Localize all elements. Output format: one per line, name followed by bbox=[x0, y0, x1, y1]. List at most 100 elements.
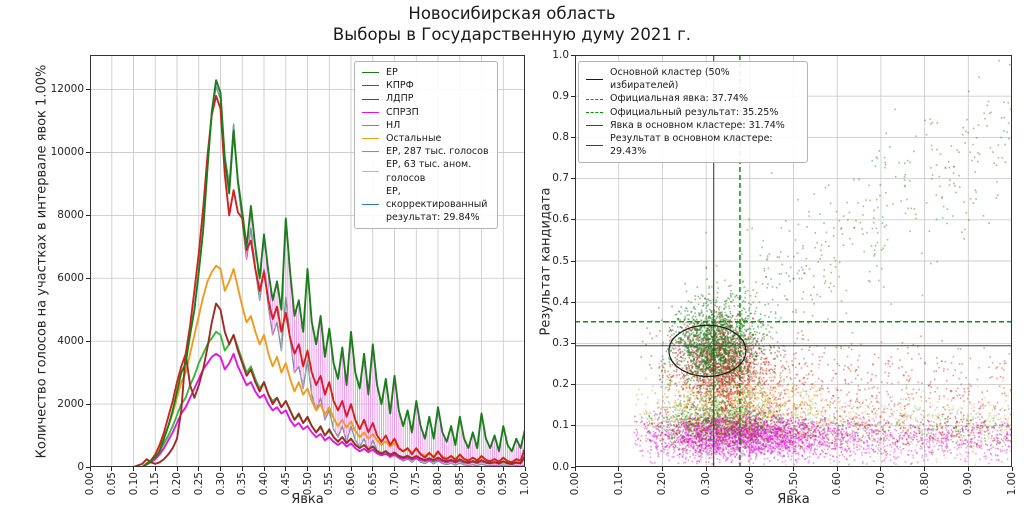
x-tick-label: 0.80 bbox=[432, 472, 444, 496]
legend-line-swatch bbox=[362, 138, 379, 140]
y-tick-label: 0.8 bbox=[552, 130, 569, 143]
y-tick-mark bbox=[86, 466, 90, 468]
x-tick-label: 0.60 bbox=[831, 472, 844, 496]
x-tick-label: 1.00 bbox=[1006, 472, 1018, 496]
legend-label: Явка в основном кластере: 31.74% bbox=[610, 119, 785, 131]
legend-label: НЛ bbox=[386, 119, 401, 131]
x-tick-mark bbox=[793, 467, 794, 471]
legend-label: ЕР, скорректированный результат: 29.84% bbox=[386, 185, 488, 224]
x-tick-mark bbox=[350, 467, 352, 471]
x-tick-label: 0.75 bbox=[410, 472, 423, 496]
y-tick-mark bbox=[571, 260, 575, 262]
legend-item: СПРЗП bbox=[362, 106, 490, 119]
x-tick-mark bbox=[328, 467, 330, 471]
y-tick-label: 0 bbox=[77, 460, 84, 473]
legend-label: ЕР, 287 тыс. голосов bbox=[386, 146, 489, 158]
legend-label: КПРФ bbox=[386, 80, 414, 92]
x-tick-mark bbox=[705, 467, 707, 471]
y-tick-label: 10000 bbox=[50, 145, 84, 158]
y-tick-mark bbox=[571, 301, 575, 303]
x-tick-label: 0.65 bbox=[366, 472, 379, 496]
legend-label: Остальные bbox=[386, 133, 442, 145]
y-tick-label: 0.1 bbox=[552, 419, 569, 432]
x-tick-mark bbox=[481, 467, 482, 471]
x-tick-mark bbox=[415, 467, 417, 471]
legend-label: СПРЗП bbox=[386, 106, 419, 118]
x-tick-label: 0.70 bbox=[388, 472, 401, 496]
legend-label: ЕР, 63 тыс. аном. голосов bbox=[386, 159, 472, 184]
x-tick-label: 0.00 bbox=[569, 472, 581, 496]
x-tick-mark bbox=[524, 467, 526, 471]
x-tick-mark bbox=[459, 467, 461, 471]
y-tick-mark bbox=[571, 54, 575, 56]
legend-item: Основной кластер (50% избирателей) bbox=[586, 66, 800, 92]
x-tick-label: 0.50 bbox=[301, 472, 314, 496]
x-tick-mark bbox=[836, 467, 838, 471]
x-tick-mark bbox=[89, 467, 91, 471]
legend-item: ЕР, 287 тыс. голосов bbox=[362, 145, 490, 158]
y-tick-mark bbox=[86, 277, 90, 279]
x-tick-label: 0.85 bbox=[453, 472, 466, 496]
legend-item: ЕР, скорректированный результат: 29.84% bbox=[362, 185, 490, 225]
right-x-axis-label: Явка bbox=[777, 492, 810, 507]
x-tick-mark bbox=[924, 467, 926, 471]
y-tick-label: 0.6 bbox=[552, 213, 569, 226]
legend-line-swatch bbox=[586, 144, 603, 146]
left-chart: ЕР КПРФ ЛДПР СПРЗП НЛ Остальные ЕР, 287 тыс. г… bbox=[90, 55, 525, 467]
legend-label: Основной кластер (50% избирателей) bbox=[610, 67, 730, 92]
x-tick-label: 0.25 bbox=[192, 472, 205, 496]
x-tick-mark bbox=[176, 467, 178, 471]
y-tick-mark bbox=[86, 214, 90, 216]
x-tick-label: 0.10 bbox=[612, 472, 625, 496]
x-tick-mark bbox=[241, 467, 243, 471]
x-tick-mark bbox=[880, 467, 882, 471]
legend-line-swatch bbox=[362, 171, 379, 173]
legend-item: НЛ bbox=[362, 119, 490, 132]
left-x-axis-label: Явка bbox=[291, 492, 324, 507]
legend-line-swatch bbox=[362, 124, 379, 126]
y-tick-label: 0.9 bbox=[552, 89, 569, 102]
legend-item: Официальный результат: 35.25% bbox=[586, 106, 800, 119]
y-tick-mark bbox=[86, 89, 90, 91]
y-tick-label: 12000 bbox=[50, 83, 84, 96]
x-tick-label: 0.90 bbox=[475, 472, 488, 496]
x-tick-label: 0.30 bbox=[700, 472, 713, 496]
x-tick-label: 0.55 bbox=[323, 472, 336, 496]
figure-title-line2: Выборы в Государственную думу 2021 г. bbox=[332, 25, 692, 44]
x-tick-mark bbox=[307, 467, 308, 471]
x-tick-label: 0.80 bbox=[918, 472, 931, 496]
legend-line-swatch bbox=[362, 204, 379, 206]
legend-label: Официальная явка: 37.74% bbox=[610, 93, 748, 105]
y-tick-mark bbox=[571, 384, 575, 386]
x-tick-mark bbox=[502, 467, 504, 471]
x-tick-label: 0.95 bbox=[497, 472, 510, 496]
x-tick-mark bbox=[661, 467, 663, 471]
legend-item: ЕР bbox=[362, 66, 490, 79]
legend-line-swatch bbox=[362, 111, 379, 113]
x-tick-label: 0.35 bbox=[236, 472, 249, 496]
x-tick-label: 0.45 bbox=[279, 472, 292, 496]
left-chart-legend: ЕР КПРФ ЛДПР СПРЗП НЛ Остальные ЕР, 287 тыс. г… bbox=[354, 61, 498, 230]
figure-title-line1: Новосибирская область bbox=[408, 4, 616, 23]
x-tick-label: 0.70 bbox=[874, 472, 887, 496]
y-tick-mark bbox=[571, 219, 575, 221]
y-tick-label: 8000 bbox=[57, 208, 84, 221]
x-tick-mark bbox=[198, 467, 200, 471]
y-tick-mark bbox=[571, 466, 575, 468]
x-tick-mark bbox=[618, 467, 620, 471]
y-tick-label: 2000 bbox=[57, 397, 84, 410]
legend-item: Результат в основном кластере: 29.43% bbox=[586, 132, 800, 158]
x-tick-mark bbox=[111, 467, 113, 471]
y-tick-mark bbox=[571, 342, 575, 344]
y-tick-mark bbox=[86, 340, 90, 342]
right-chart: Основной кластер (50% избирателей) Официа… bbox=[575, 55, 1012, 467]
legend-item: КПРФ bbox=[362, 79, 490, 92]
legend-line-swatch bbox=[586, 98, 603, 100]
y-tick-label: 0.0 bbox=[552, 460, 569, 473]
x-tick-label: 0.15 bbox=[149, 472, 162, 496]
x-tick-label: 0.40 bbox=[743, 472, 756, 496]
right-chart-legend: Основной кластер (50% избирателей) Официа… bbox=[578, 61, 808, 164]
x-tick-mark bbox=[263, 467, 265, 471]
legend-item: ЛДПР bbox=[362, 92, 490, 105]
legend-line-swatch bbox=[586, 124, 603, 126]
